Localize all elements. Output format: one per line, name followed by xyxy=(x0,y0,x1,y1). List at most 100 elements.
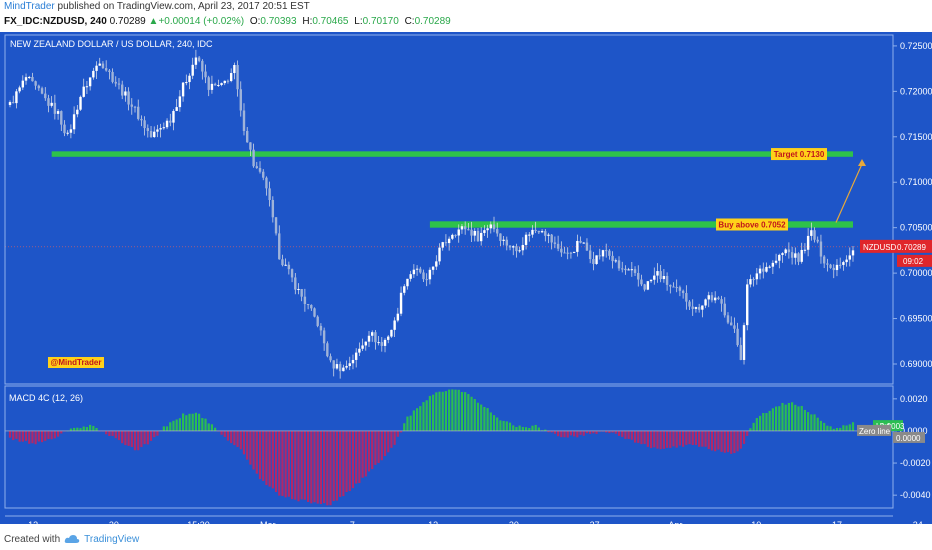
candle-body xyxy=(249,142,252,150)
macd-bar xyxy=(419,406,422,431)
macd-bar xyxy=(774,406,778,431)
symbol-label: FX_IDC:NZDUSD, 240 xyxy=(4,16,107,27)
macd-bar xyxy=(367,430,371,472)
watermark-bg xyxy=(48,357,104,368)
macd-bar xyxy=(214,427,217,431)
low-label: L: xyxy=(354,16,363,27)
macd-bar xyxy=(496,417,499,431)
author-link[interactable]: MindTrader xyxy=(4,1,55,12)
macd-bar xyxy=(284,430,287,498)
candle-body xyxy=(787,249,791,253)
macd-bar xyxy=(624,430,627,439)
low-value: 0.70170 xyxy=(362,16,399,27)
macd-bar xyxy=(210,424,214,431)
macd-bar xyxy=(69,428,73,431)
candle-body xyxy=(726,315,730,323)
macd-bar xyxy=(733,430,736,454)
macd-bar xyxy=(326,430,329,506)
macd-value-label: 0.0003 xyxy=(880,422,905,431)
candle-body xyxy=(790,252,794,258)
macd-bar xyxy=(544,429,547,431)
macd-bar xyxy=(640,430,643,445)
macd-bar xyxy=(351,430,355,489)
macd-bar xyxy=(204,418,207,431)
macd-bar xyxy=(169,422,172,431)
price-tick-label: 0.71500 xyxy=(900,132,932,142)
candle-body xyxy=(15,91,18,104)
candle-body xyxy=(547,234,550,236)
main-chart-title: NEW ZEALAND DOLLAR / US DOLLAR, 240, IDC xyxy=(10,39,213,49)
macd-bar xyxy=(236,430,239,447)
macd-bar xyxy=(460,392,464,431)
macd-bar xyxy=(842,425,845,431)
macd-bar xyxy=(528,427,531,431)
high-label: H: xyxy=(302,16,313,27)
publish-line: MindTrader published on TradingView.com,… xyxy=(4,1,310,15)
target-arrow-head xyxy=(858,159,866,167)
macd-bar xyxy=(406,416,409,431)
date-tick-label: 17 xyxy=(832,520,842,524)
candle-body xyxy=(95,65,98,71)
macd-bar xyxy=(165,426,169,431)
candle-body xyxy=(835,264,839,271)
candle-body xyxy=(624,268,627,271)
macd-bar xyxy=(47,430,50,439)
candle-body xyxy=(220,83,223,85)
candle-body xyxy=(829,264,832,268)
candle-body xyxy=(675,287,678,289)
macd-bar xyxy=(415,408,419,431)
macd-bar xyxy=(560,430,563,438)
candle-body xyxy=(537,230,541,233)
macd-bar xyxy=(226,430,230,441)
macd-bar xyxy=(765,413,768,431)
macd-bar xyxy=(746,430,749,436)
candle-body xyxy=(643,284,646,290)
candle-body xyxy=(130,104,134,107)
macd-bar xyxy=(464,392,467,431)
macd-bar xyxy=(319,430,323,505)
tradingview-brand[interactable]: TradingView xyxy=(84,533,140,545)
date-tick-label: Apr xyxy=(668,520,682,524)
candle-body xyxy=(451,234,454,239)
candle-body xyxy=(810,230,813,236)
candle-body xyxy=(69,129,73,133)
candle-body xyxy=(351,359,355,364)
macd-bar xyxy=(162,426,165,431)
candle-body xyxy=(585,242,589,251)
macd-bar xyxy=(589,430,592,434)
macd-bar xyxy=(749,428,752,431)
macd-bar xyxy=(297,430,300,502)
candle-body xyxy=(611,255,614,262)
candle-body xyxy=(47,98,50,106)
macd-panel-border xyxy=(4,385,894,509)
macd-bar xyxy=(438,391,441,431)
macd-bar xyxy=(611,430,614,433)
macd-bar xyxy=(851,422,855,431)
candle-body xyxy=(470,229,473,236)
macd-bar xyxy=(428,395,431,431)
candle-body xyxy=(76,109,79,115)
macd-bar xyxy=(300,430,303,500)
macd-bar xyxy=(403,423,406,431)
macd-bar xyxy=(95,427,98,431)
candle-body xyxy=(640,279,643,285)
macd-bar xyxy=(12,430,15,441)
candle-body xyxy=(66,132,69,134)
candle-body xyxy=(550,234,553,243)
candle-body xyxy=(819,241,823,257)
candle-body xyxy=(117,83,121,85)
price-panel-border xyxy=(4,34,894,385)
macd-bar xyxy=(316,430,319,504)
chart-canvas[interactable]: 0.72500 0.72000 0.71500 0.71000 0.70500 0.700… xyxy=(0,32,932,524)
candle-body xyxy=(114,81,117,84)
candle-body xyxy=(608,250,611,256)
date-tick-label: 24 xyxy=(913,520,923,524)
macd-bar xyxy=(396,430,399,437)
macd-bar xyxy=(252,430,255,470)
candle-body xyxy=(265,177,268,189)
candle-body xyxy=(435,261,438,267)
candle-body xyxy=(845,259,848,263)
candle-body xyxy=(826,263,829,265)
macd-bar xyxy=(540,430,544,431)
candle-body xyxy=(419,268,422,273)
